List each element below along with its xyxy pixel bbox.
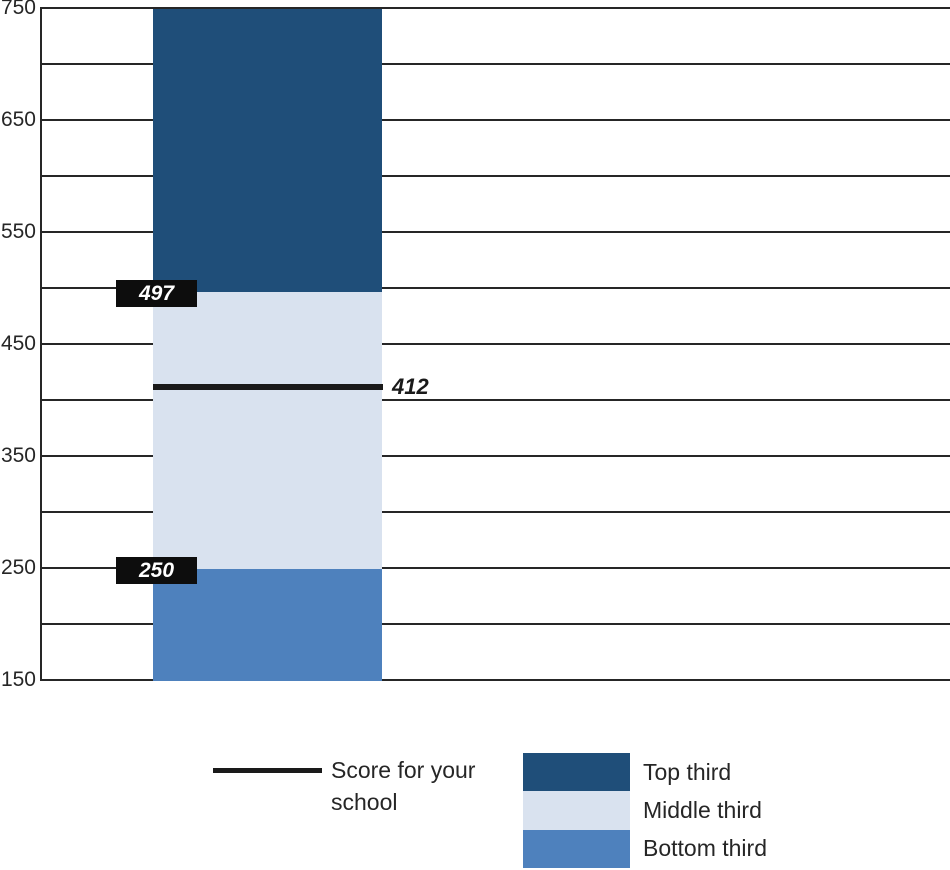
score-line <box>153 383 383 390</box>
bar-segment-bottom-third <box>153 569 382 681</box>
gridline <box>40 399 950 401</box>
y-axis-tick-label: 650 <box>0 108 36 131</box>
boundary-label-text: 250 <box>138 558 175 582</box>
gridline <box>40 287 950 289</box>
y-axis-tick-label: 450 <box>0 332 36 355</box>
gridline <box>40 7 950 9</box>
gridline <box>40 119 950 121</box>
score-line-label: Score for your school <box>331 757 476 815</box>
gridline <box>40 63 950 65</box>
gridline <box>40 455 950 457</box>
gridline <box>40 567 950 569</box>
legend-item-score-line: Score for your school <box>213 748 513 828</box>
legend: Score for your school Top third Middle th… <box>0 748 950 870</box>
y-axis-line <box>40 7 42 681</box>
legend-swatch-top-third <box>523 753 630 792</box>
legend-color-items: Top third Middle third Bottom third <box>523 753 943 868</box>
legend-item-label: Top third <box>643 758 732 785</box>
gridline <box>40 231 950 233</box>
legend-item-top-third: Top third <box>523 753 943 792</box>
bar-segment-middle-third <box>153 292 382 569</box>
legend-item-bottom-third: Bottom third <box>523 829 943 868</box>
legend-swatch-middle-third <box>523 791 630 830</box>
score-line-swatch <box>213 768 322 773</box>
legend-item-middle-third: Middle third <box>523 791 943 830</box>
boundary-label-box-497: 497 <box>116 280 197 308</box>
legend-swatch-bottom-third <box>523 829 630 868</box>
y-axis-tick-label: 550 <box>0 220 36 243</box>
y-axis-tick-label: 350 <box>0 444 36 467</box>
gridline <box>40 343 950 345</box>
gridline <box>40 175 950 177</box>
y-axis-tick-label: 750 <box>0 0 36 19</box>
boundary-label-box-250: 250 <box>116 557 197 584</box>
bar-segment-top-third <box>153 9 382 293</box>
gridline <box>40 623 950 625</box>
y-axis-tick-label: 250 <box>0 556 36 579</box>
plot-area: 750 650 550 450 350 250 150 412 497 250 <box>0 0 950 691</box>
boundary-label-text: 497 <box>138 281 175 305</box>
legend-item-label: Middle third <box>643 796 762 823</box>
gridline <box>40 511 950 513</box>
gridline <box>40 679 950 681</box>
y-axis-tick-label: 150 <box>0 668 36 691</box>
score-line-value-label: 412 <box>392 373 429 399</box>
legend-item-label: Bottom third <box>643 835 767 862</box>
